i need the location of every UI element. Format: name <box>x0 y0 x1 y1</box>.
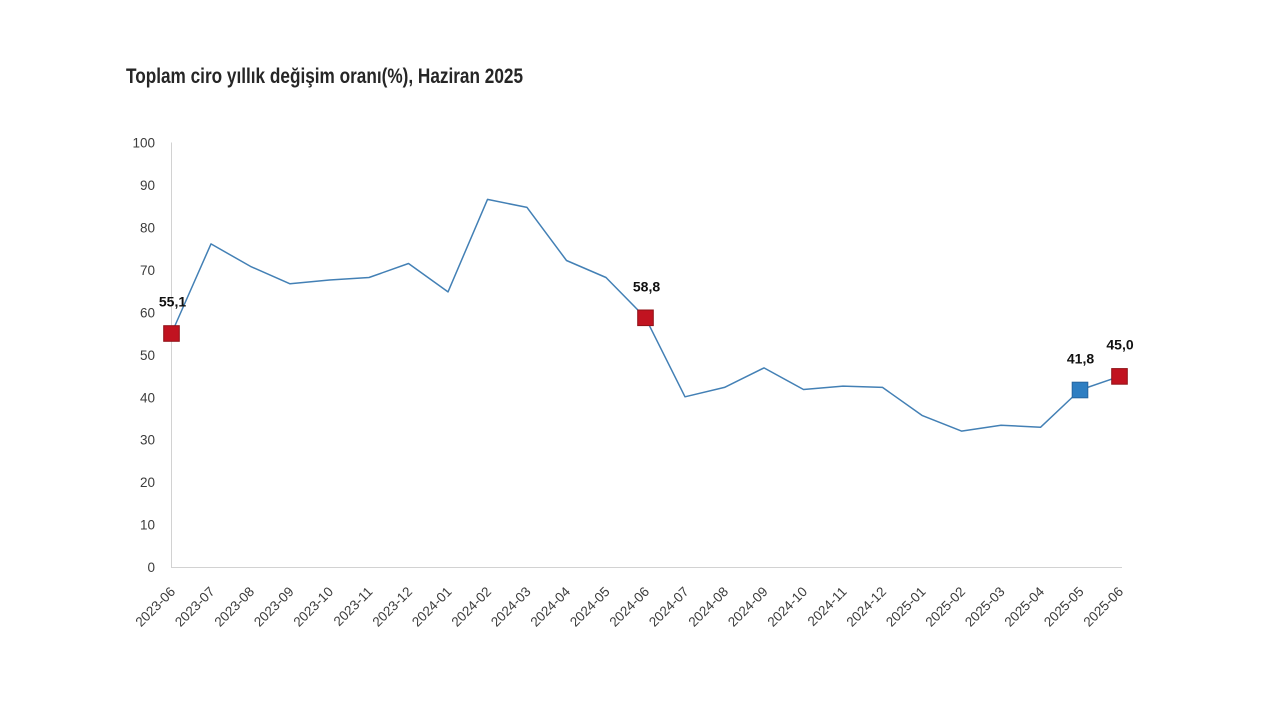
svg-text:20: 20 <box>140 475 155 490</box>
svg-text:50: 50 <box>140 348 155 363</box>
svg-text:80: 80 <box>140 221 155 236</box>
svg-text:60: 60 <box>140 305 155 320</box>
svg-text:41,8: 41,8 <box>1067 351 1094 367</box>
svg-text:0: 0 <box>147 560 155 575</box>
svg-text:Toplam ciro yıllık değişim ora: Toplam ciro yıllık değişim oranı(%), Haz… <box>126 65 523 88</box>
svg-text:70: 70 <box>140 263 155 278</box>
svg-text:45,0: 45,0 <box>1106 337 1133 353</box>
svg-text:58,8: 58,8 <box>633 279 660 295</box>
svg-text:55,1: 55,1 <box>159 294 186 310</box>
svg-text:10: 10 <box>140 518 155 533</box>
svg-text:40: 40 <box>140 390 155 405</box>
svg-text:90: 90 <box>140 178 155 193</box>
svg-text:30: 30 <box>140 433 155 448</box>
svg-text:100: 100 <box>132 136 155 151</box>
